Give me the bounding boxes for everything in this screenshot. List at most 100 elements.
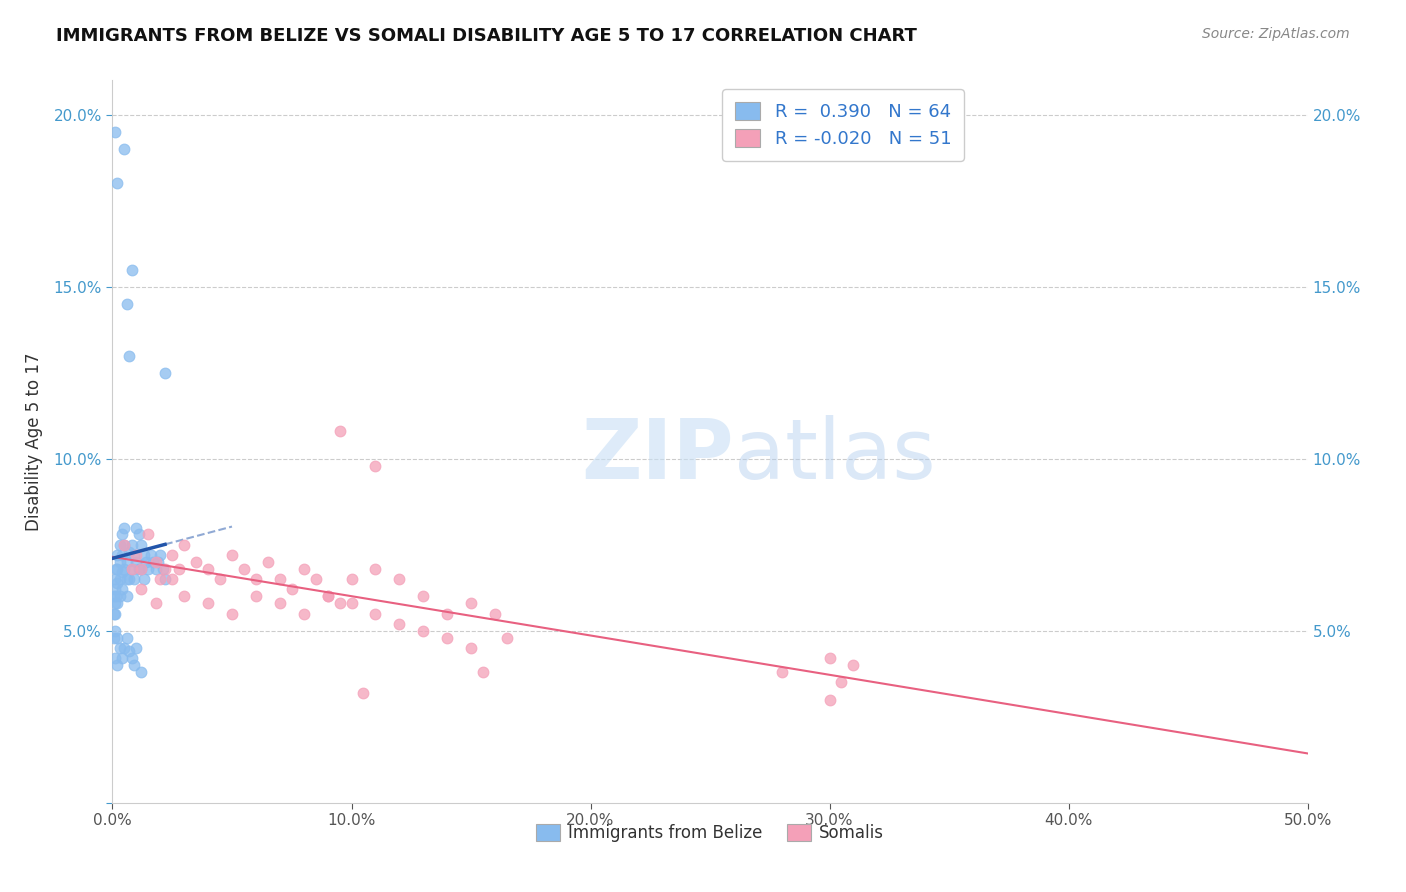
Point [105,548,128,562]
Point [111,582,134,597]
Point [104,582,127,597]
Point [105,575,128,590]
Point [105,658,128,673]
Point [103,590,125,604]
Point [145,562,167,576]
Point [111,651,134,665]
Point [103,607,125,621]
Point [173,590,195,604]
Point [139,548,162,562]
Point [129,538,152,552]
Point [129,562,152,576]
Text: Source: ZipAtlas.com: Source: ZipAtlas.com [1202,27,1350,41]
Point [104,572,127,586]
Point [149,548,172,562]
Point [138,527,160,541]
Point [121,262,143,277]
Point [153,366,176,380]
Point [108,555,131,569]
Point [138,562,160,576]
Point [257,555,280,569]
Point [108,590,131,604]
Point [118,644,141,658]
Point [108,572,131,586]
Point [121,562,143,576]
Point [129,665,152,679]
Point [329,596,352,610]
Point [388,572,411,586]
Point [118,349,141,363]
Point [142,555,165,569]
Point [125,555,148,569]
Point [121,562,143,576]
Point [105,596,128,610]
Point [412,624,434,638]
Point [269,572,291,586]
Point [104,651,127,665]
Point [104,624,127,638]
Point [145,555,167,569]
Point [340,572,363,586]
Point [132,548,155,562]
Point [460,640,482,655]
Point [770,665,793,679]
Point [169,562,191,576]
Point [162,572,183,586]
Point [108,538,131,552]
Point [105,177,128,191]
Point [125,520,148,534]
Point [128,562,150,576]
Point [115,572,138,586]
Point [340,596,363,610]
Point [111,548,134,562]
Text: ZIP: ZIP [582,416,734,497]
Point [233,562,256,576]
Point [152,562,174,576]
Point [316,590,339,604]
Point [842,658,865,673]
Point [111,566,134,580]
Point [111,527,134,541]
Point [118,544,141,558]
Point [197,596,219,610]
Point [364,607,387,621]
Point [115,590,138,604]
Legend: Immigrants from Belize, Somalis: Immigrants from Belize, Somalis [530,817,890,848]
Point [153,572,176,586]
Point [221,607,243,621]
Point [352,686,374,700]
Point [186,555,208,569]
Point [104,596,127,610]
Point [153,562,176,576]
Point [460,596,482,610]
Point [209,572,232,586]
Point [125,548,148,562]
Point [114,142,135,156]
Point [245,590,267,604]
Point [114,640,135,655]
Point [105,590,128,604]
Point [818,651,841,665]
Point [145,596,167,610]
Point [129,582,152,597]
Point [197,562,219,576]
Point [364,458,387,473]
Text: IMMIGRANTS FROM BELIZE VS SOMALI DISABILITY AGE 5 TO 17 CORRELATION CHART: IMMIGRANTS FROM BELIZE VS SOMALI DISABIL… [56,27,917,45]
Point [436,631,458,645]
Point [104,607,127,621]
Point [104,125,127,139]
Point [292,607,315,621]
Point [132,572,155,586]
Point [122,658,145,673]
Point [173,538,195,552]
Point [436,607,458,621]
Point [329,424,352,438]
Point [281,582,304,597]
Point [114,538,135,552]
Point [115,297,138,311]
Point [121,651,143,665]
Point [114,538,135,552]
Point [245,572,267,586]
Point [472,665,495,679]
Point [114,562,135,576]
